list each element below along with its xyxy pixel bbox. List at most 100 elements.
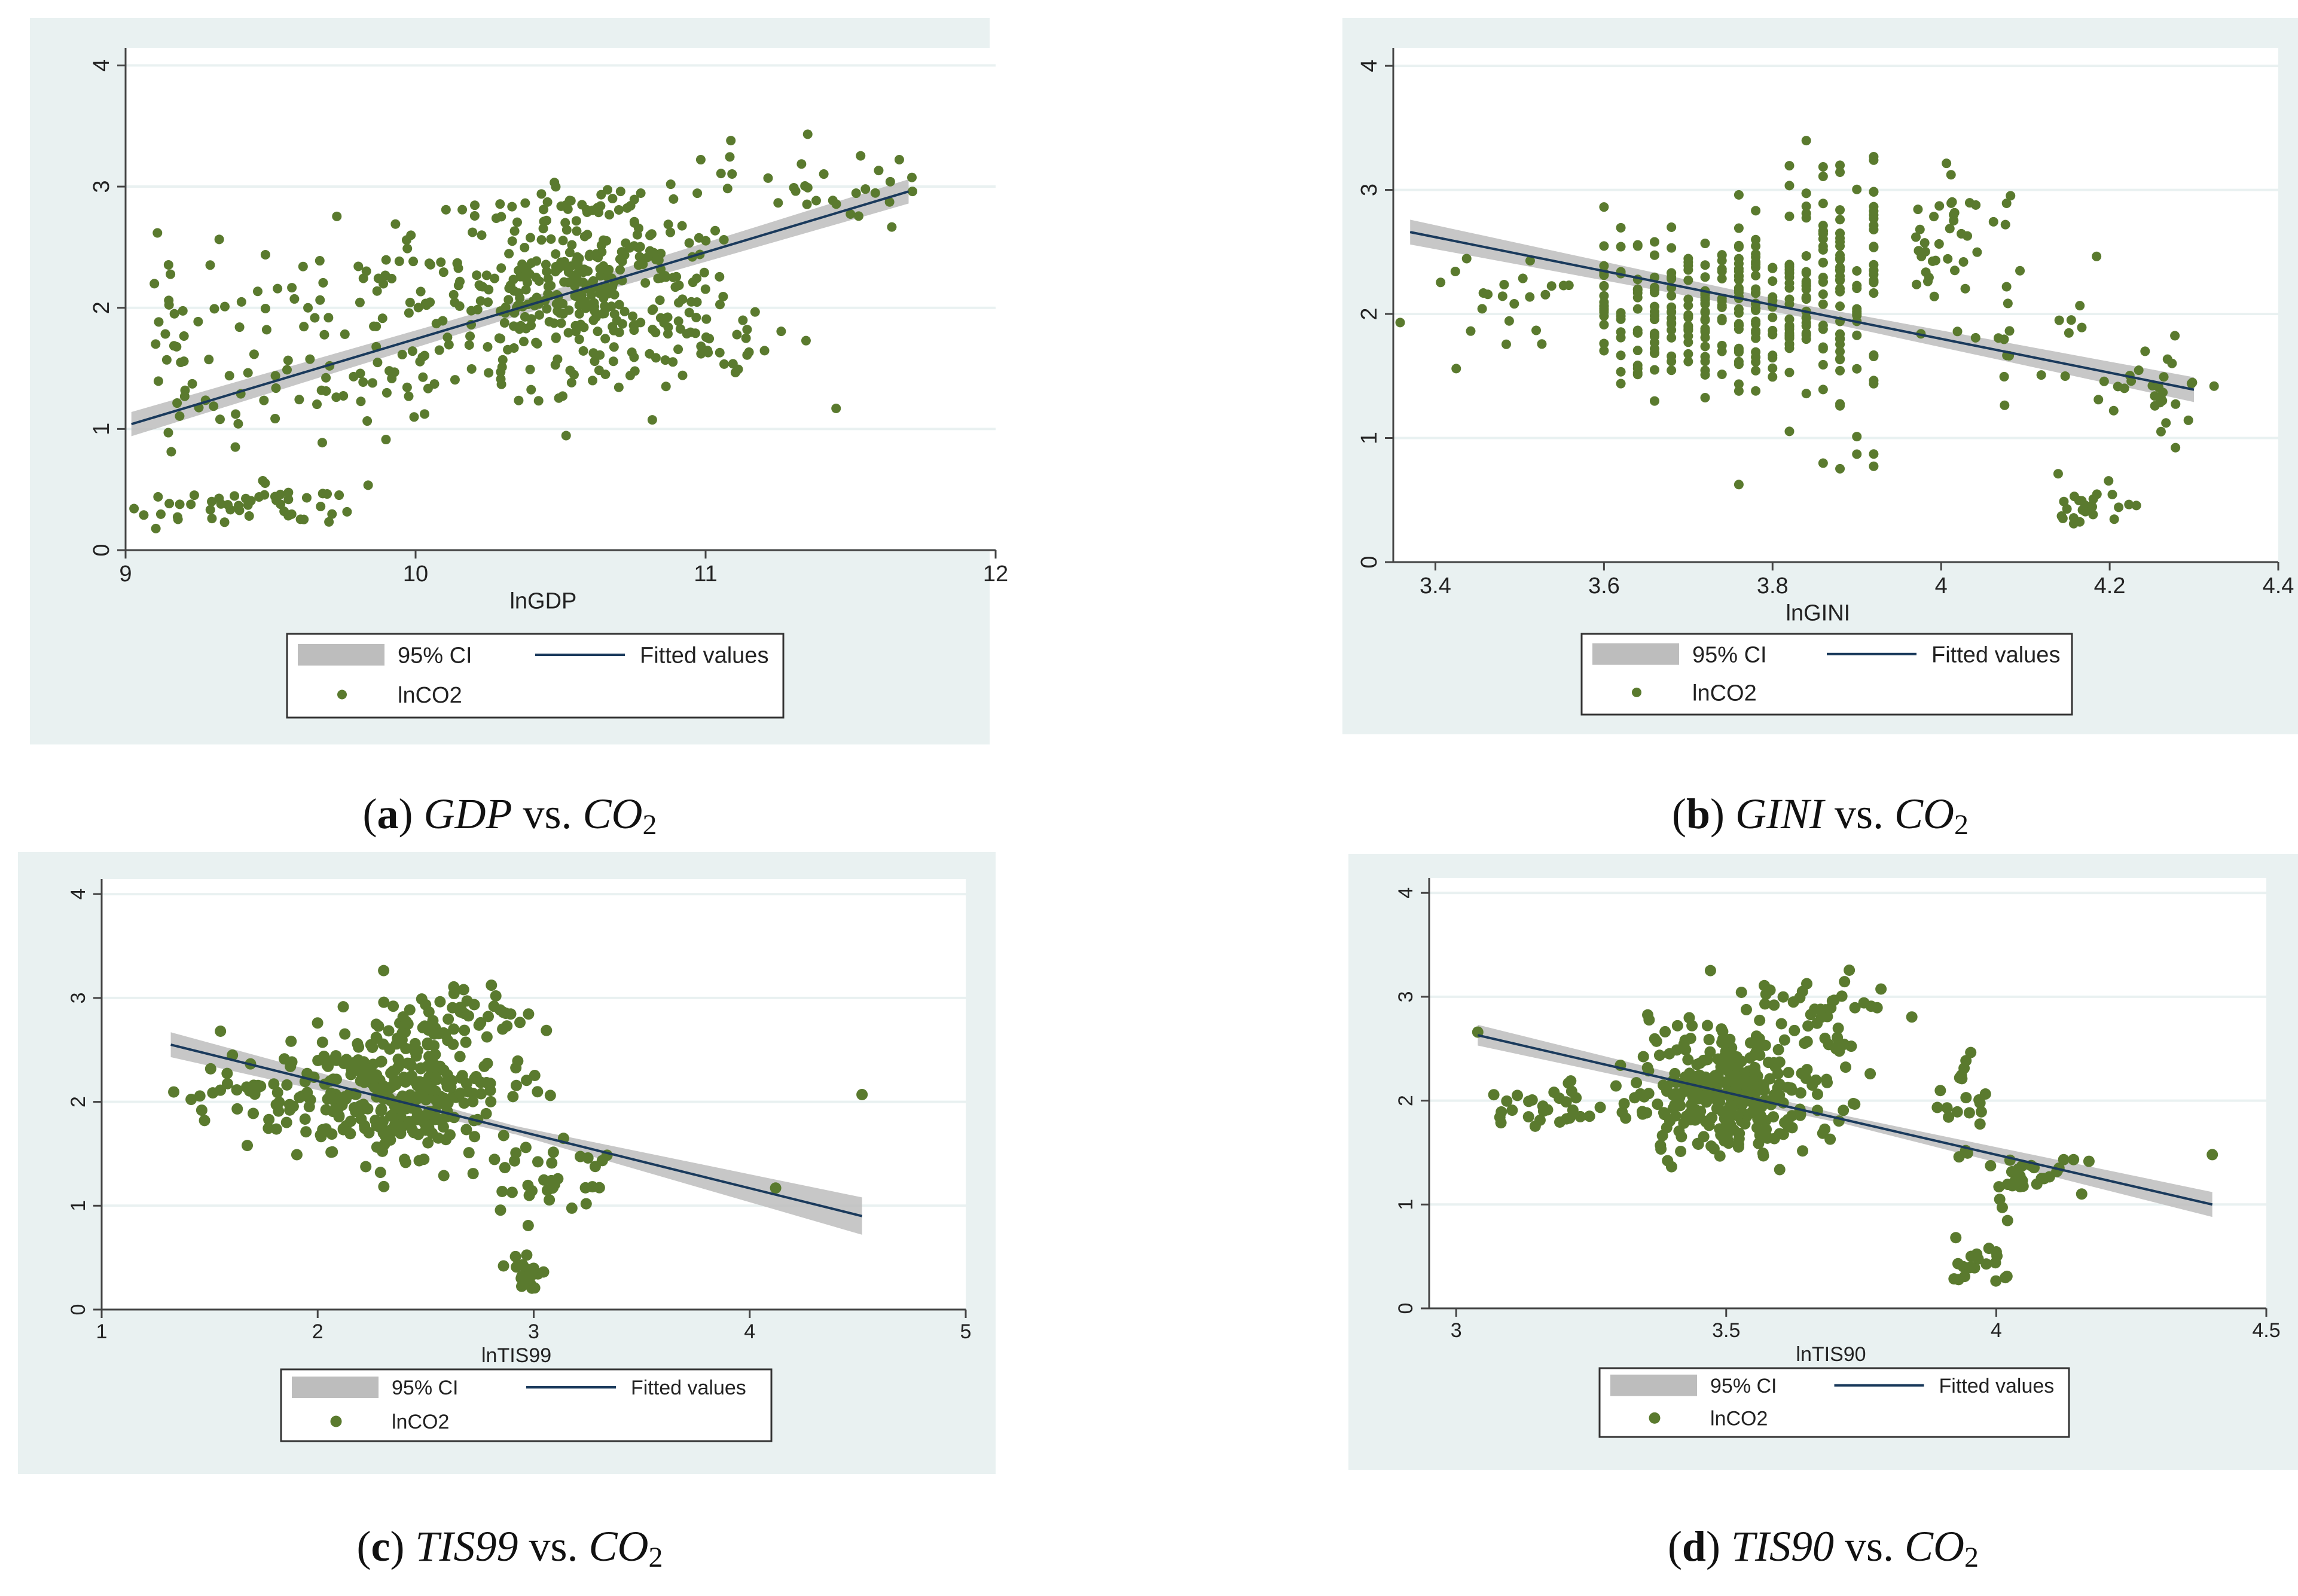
scatter-points <box>168 965 868 1294</box>
scatter-point <box>368 1081 380 1093</box>
scatter-point <box>495 199 505 209</box>
scatter-point <box>1818 221 1828 231</box>
scatter-point <box>533 396 544 406</box>
scatter-point <box>1869 449 1879 459</box>
scatter-point <box>1835 353 1845 364</box>
scatter-point <box>175 499 185 509</box>
scatter-point <box>205 260 215 270</box>
scatter-point <box>481 270 492 280</box>
scatter-point <box>1818 234 1828 244</box>
scatter-point <box>1906 1011 1918 1023</box>
scatter-point <box>1733 1139 1745 1151</box>
scatter-point <box>1801 267 1811 277</box>
scatter-point <box>209 401 219 411</box>
scatter-point <box>300 1126 312 1138</box>
scatter-point <box>1684 1113 1696 1125</box>
scatter-point <box>661 382 671 392</box>
scatter-point <box>312 1017 324 1029</box>
scatter-point <box>1734 386 1744 396</box>
scatter-point <box>1558 280 1568 291</box>
scatter-point <box>1691 1058 1703 1070</box>
scatter-point <box>438 1170 450 1182</box>
scatter-point <box>1960 283 1970 294</box>
legend-ci-label: 95% CI <box>1710 1375 1777 1397</box>
scatter-point <box>337 1123 349 1135</box>
scatter-point <box>458 1097 470 1109</box>
scatter-point <box>416 286 426 297</box>
scatter-point <box>179 331 189 341</box>
scatter-point <box>345 1069 357 1081</box>
scatter-point <box>1835 241 1845 251</box>
scatter-point <box>1599 281 1609 291</box>
scatter-point <box>327 1054 339 1066</box>
scatter-point <box>1667 319 1677 329</box>
scatter-point <box>390 219 401 229</box>
x-axis-label: lnTIS99 <box>481 1344 551 1367</box>
scatter-point <box>578 346 588 356</box>
scatter-point <box>294 1091 306 1103</box>
scatter-point <box>339 1028 351 1040</box>
scatter-point <box>1692 1137 1704 1149</box>
scatter-point <box>556 318 566 328</box>
legend: 95% CI Fitted values lnCO2 <box>280 1368 773 1442</box>
scatter-point <box>715 300 725 310</box>
scatter-point <box>1833 1038 1845 1050</box>
scatter-point <box>1912 279 1922 289</box>
legend-point-swatch <box>1649 1412 1661 1424</box>
scatter-point <box>1835 253 1845 263</box>
scatter-point <box>541 260 551 270</box>
scatter-point <box>579 322 589 332</box>
scatter-point <box>2099 376 2109 386</box>
scatter-point <box>375 1105 387 1117</box>
scatter-point <box>688 277 698 288</box>
scatter-point <box>789 182 799 193</box>
scatter-point <box>1565 1075 1577 1087</box>
scatter-point <box>1801 313 1811 323</box>
scatter-point <box>374 1167 386 1179</box>
legend-point-label: lnCO2 <box>1692 681 1757 706</box>
scatter-point <box>1832 1022 1844 1034</box>
scatter-point <box>1753 1137 1765 1149</box>
scatter-point <box>1506 1104 1518 1116</box>
scatter-point <box>1700 370 1710 380</box>
scatter-point <box>525 364 535 374</box>
scatter-point <box>520 242 530 252</box>
scatter-point <box>1700 272 1710 282</box>
scatter-point <box>382 387 392 398</box>
scatter-point <box>507 202 517 212</box>
scatter-point <box>1818 258 1828 268</box>
scatter-point <box>529 1282 541 1294</box>
scatter-point <box>426 1127 438 1139</box>
scatter-point <box>318 1050 330 1062</box>
scatter-point <box>404 1004 416 1016</box>
scatter-point <box>521 285 531 295</box>
scatter-point <box>399 1156 411 1168</box>
scatter-point <box>1821 1011 1833 1023</box>
scatter-point <box>1869 155 1879 165</box>
scatter-point <box>1649 237 1659 247</box>
scatter-point <box>428 1040 440 1052</box>
scatter-point <box>2015 266 2025 276</box>
scatter-point <box>280 1116 292 1128</box>
scatter-point <box>389 1100 401 1112</box>
scatter-point <box>700 284 710 294</box>
scatter-point <box>219 517 230 527</box>
scatter-point <box>1700 306 1710 316</box>
scatter-point <box>1869 376 1879 386</box>
scatter-point <box>668 357 678 367</box>
legend-fit-label: Fitted values <box>1931 642 2060 667</box>
scatter-point <box>1875 983 1887 995</box>
scatter-point <box>727 169 737 179</box>
scatter-point <box>298 261 308 271</box>
scatter-point <box>2109 514 2119 524</box>
scatter-point <box>370 1018 382 1030</box>
scatter-point <box>722 184 733 194</box>
scatter-point <box>438 316 448 326</box>
scatter-point <box>661 272 671 282</box>
scatter-point <box>1649 250 1659 260</box>
legend-ci-swatch <box>1592 643 1679 665</box>
scatter-point <box>1818 289 1828 300</box>
scatter-point <box>1649 348 1659 358</box>
scatter-point <box>663 329 673 339</box>
scatter-point <box>270 1098 282 1110</box>
